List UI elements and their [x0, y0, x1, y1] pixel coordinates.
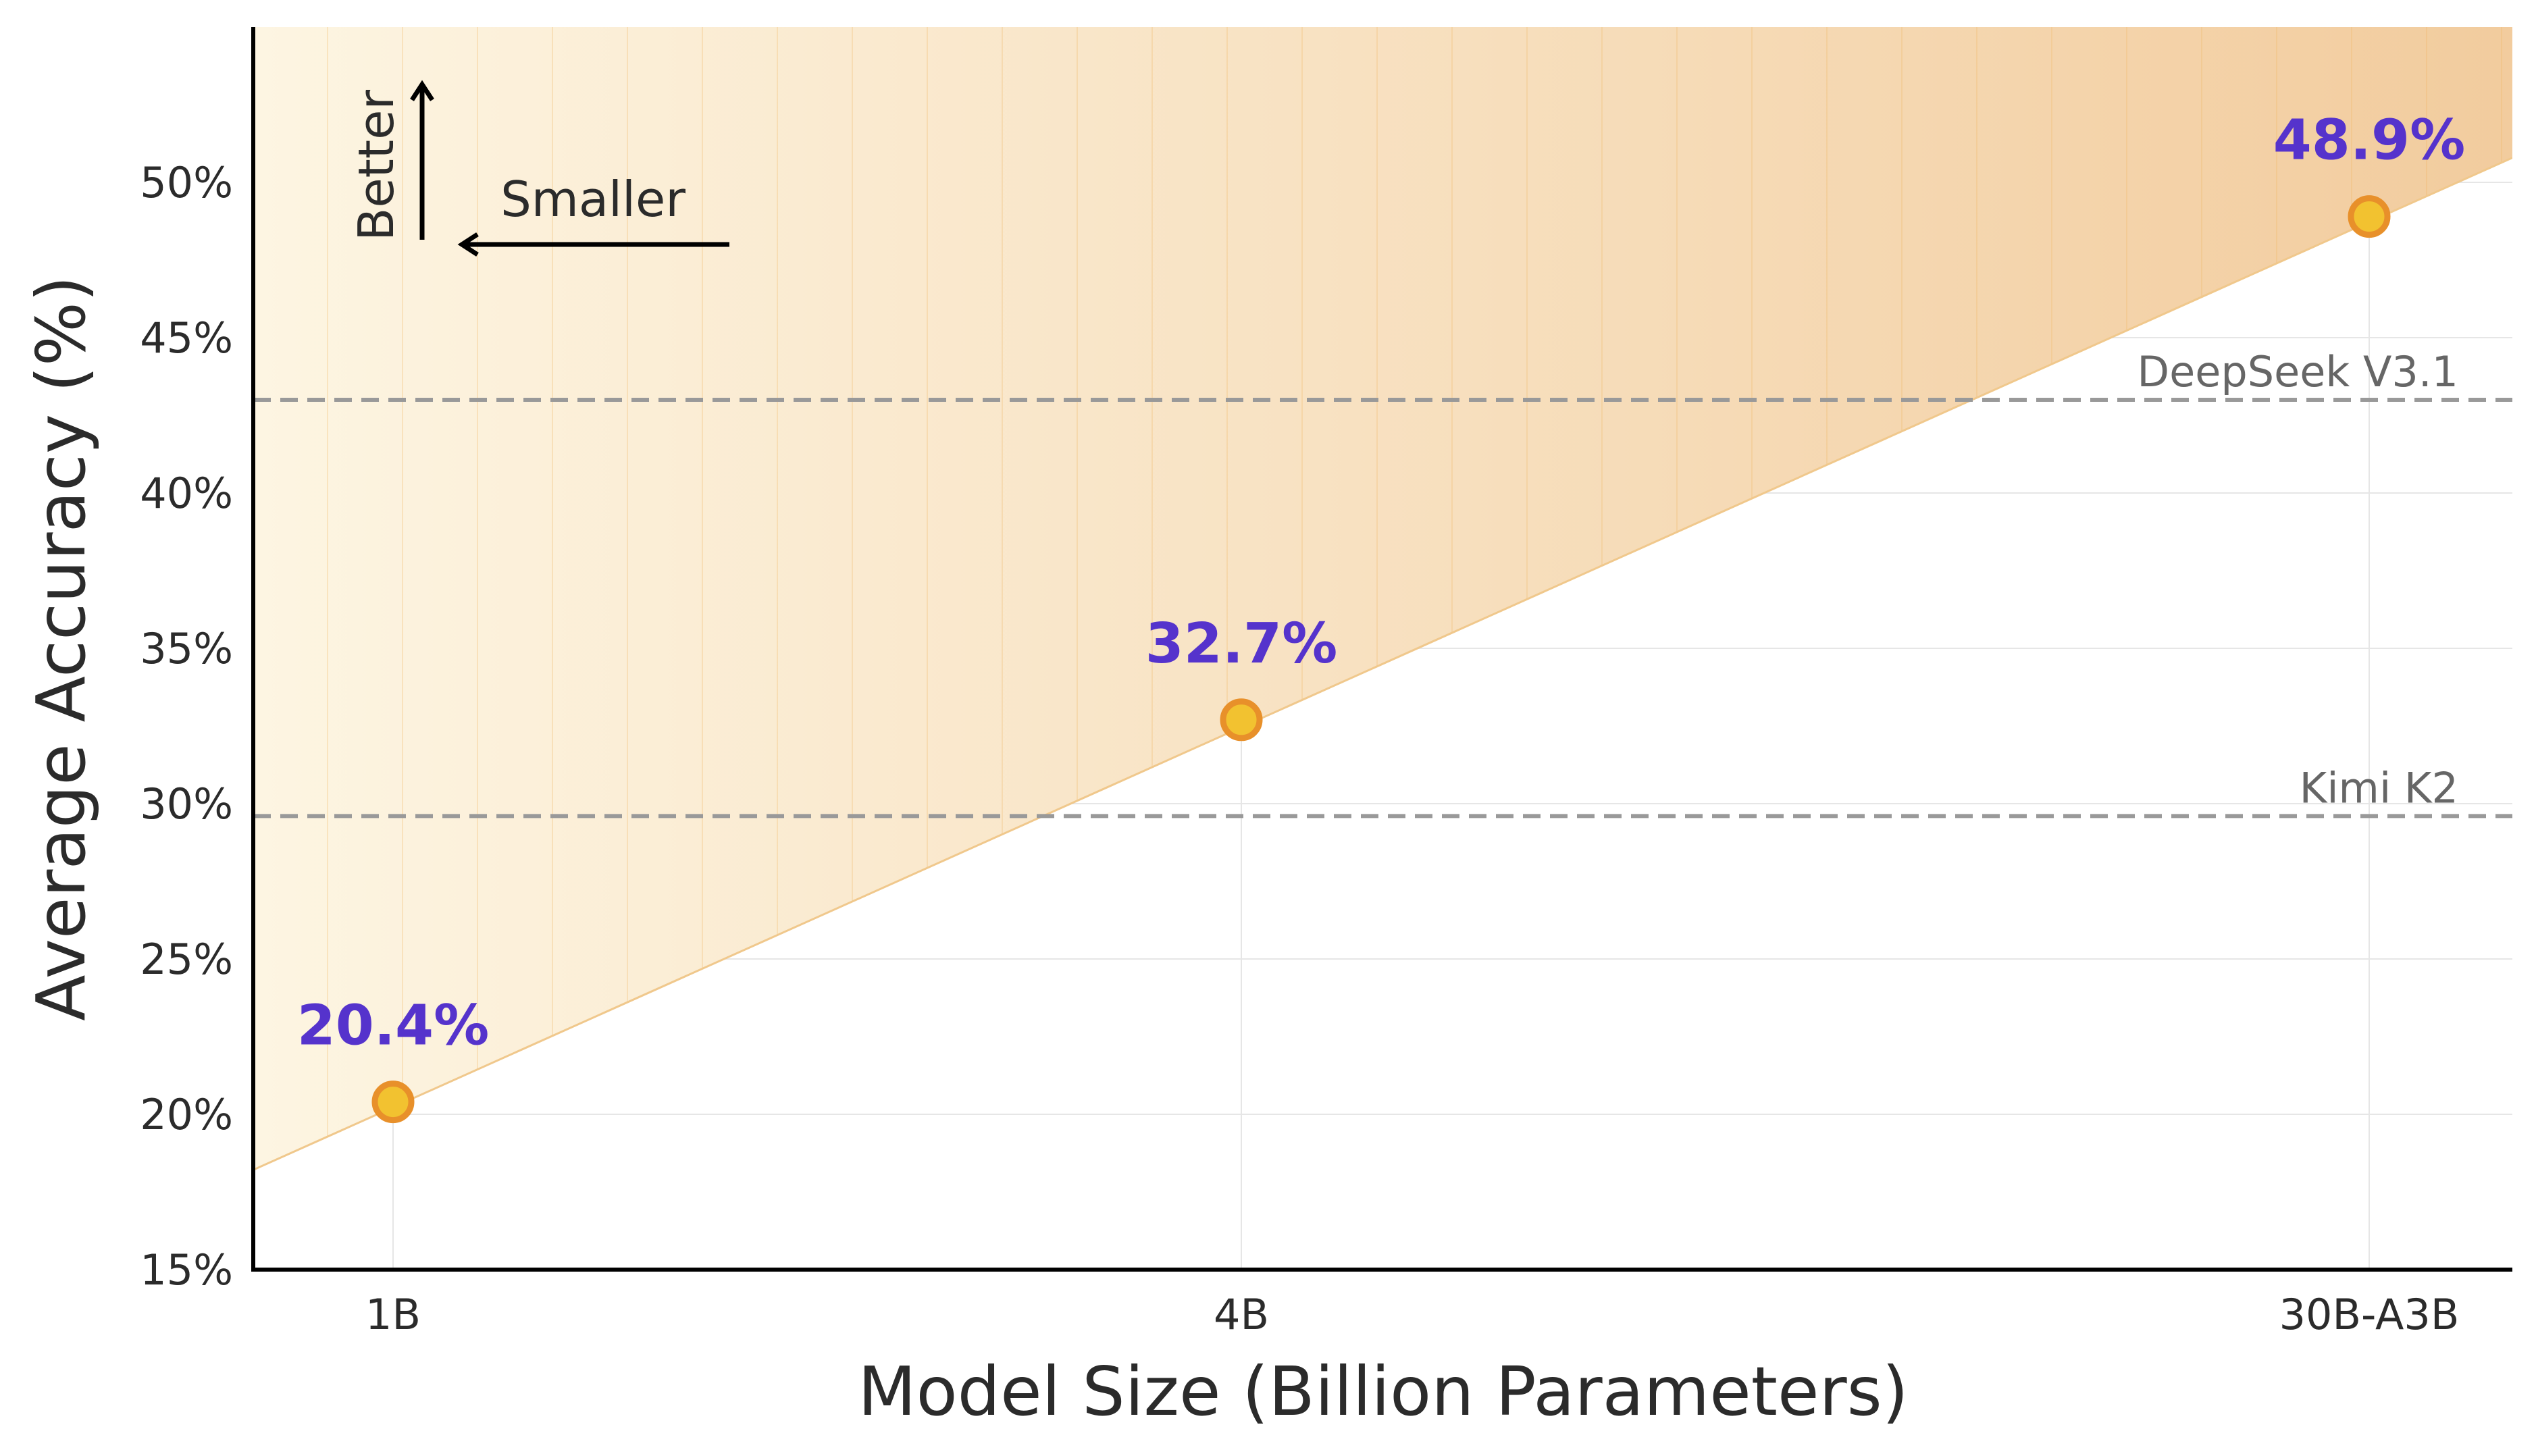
region-boundary-line	[253, 157, 2512, 1171]
smaller-label: Smaller	[500, 171, 685, 228]
smaller-arrow-head-icon	[457, 232, 479, 257]
shading-stripes	[327, 27, 2502, 1137]
x-tick-label: 30B-A3B	[2279, 1290, 2460, 1339]
better-label: Better	[348, 90, 405, 241]
y-axis-title: Average Accuracy (%)	[22, 276, 101, 1021]
y-tick-label: 30%	[140, 779, 233, 829]
y-tick-label: 25%	[140, 935, 233, 984]
axes	[251, 27, 2512, 1272]
reference-line-label: DeepSeek V3.1	[2137, 347, 2458, 396]
better-arrow-head-icon	[410, 80, 434, 101]
y-tick-label: 20%	[140, 1090, 233, 1139]
data-point	[1220, 698, 1263, 742]
y-tick-label: 45%	[140, 313, 233, 363]
better-region-shading	[253, 27, 2512, 1170]
y-tick-label: 15%	[140, 1245, 233, 1295]
data-point	[371, 1081, 415, 1124]
data-label: 48.9%	[2273, 109, 2465, 173]
annotations: Better Smaller	[348, 80, 729, 257]
data-points: 20.4% 32.7% 48.9%	[297, 109, 2465, 1124]
x-axis-title: Model Size (Billion Parameters)	[858, 1352, 1909, 1431]
x-tick-label: 4B	[1214, 1290, 1269, 1339]
reference-line-label: Kimi K2	[2300, 763, 2458, 812]
x-tick-label: 1B	[365, 1290, 421, 1339]
y-tick-label: 50%	[140, 158, 233, 207]
data-point	[2348, 195, 2391, 238]
data-label: 20.4%	[297, 994, 489, 1058]
y-tick-label: 40%	[140, 469, 233, 518]
y-tick-label: 35%	[140, 624, 233, 673]
tick-labels: 15% 20% 25% 30% 35% 40% 45% 50% 1B 4B 30B-A3B	[140, 158, 2459, 1339]
reference-lines: DeepSeek V3.1 Kimi K2	[253, 347, 2512, 818]
data-label: 32.7%	[1145, 612, 1337, 676]
